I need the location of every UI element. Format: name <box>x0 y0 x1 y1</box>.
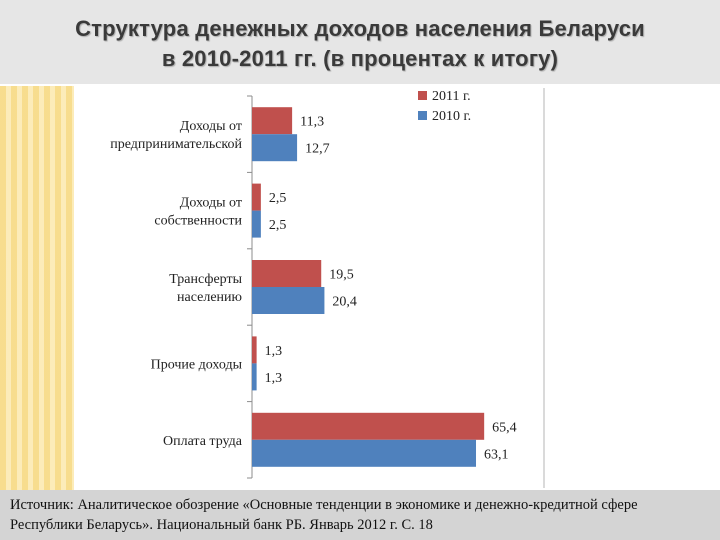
category-label: Трансферты населению <box>169 272 242 305</box>
category-label-line: Оплата труда <box>163 434 243 449</box>
legend-swatch <box>418 111 427 120</box>
data-label: 65,4 <box>492 420 517 435</box>
bar-2011 г. <box>252 183 261 211</box>
bar-2010 г. <box>252 210 261 238</box>
bar-2010 г. <box>252 134 298 162</box>
category-label-line: Трансферты <box>169 272 242 287</box>
bar-2010 г. <box>252 439 477 467</box>
data-label: 2,5 <box>269 218 287 233</box>
source-line-2: Республики Беларусь». Национальный банк … <box>10 517 433 533</box>
category-label: Доходы от собственности <box>154 196 242 229</box>
source-band <box>0 490 720 540</box>
data-label: 63,1 <box>484 447 509 462</box>
bar-2010 г. <box>252 363 257 391</box>
title-band <box>0 0 720 84</box>
title-line-2: в 2010-2011 гг. (в процентах к итогу) <box>161 46 559 71</box>
bar-2011 г. <box>252 260 322 287</box>
source-note: Источник: Аналитическое обозрение «Основ… <box>10 495 710 535</box>
legend-entry: 2011 г. <box>432 89 471 104</box>
title-line-1: Структура денежных доходов населения Бел… <box>75 16 645 41</box>
bar-2010 г. <box>252 287 325 314</box>
category-label: Прочие доходы <box>151 357 243 372</box>
data-label: 12,7 <box>305 142 330 157</box>
legend-entry: 2010 г. <box>432 109 471 124</box>
category-label-line: Прочие доходы <box>151 357 243 372</box>
category-label-line: предпринимательской <box>110 137 242 152</box>
category-label-line: Доходы от <box>180 119 242 134</box>
data-label: 2,5 <box>269 191 287 206</box>
bar-2011 г. <box>252 412 485 440</box>
data-label: 1,3 <box>265 344 283 359</box>
data-label: 11,3 <box>300 115 324 130</box>
category-label: Оплата труда <box>163 434 243 449</box>
data-label: 19,5 <box>329 268 354 283</box>
source-line-1: Источник: Аналитическое обозрение «Основ… <box>10 497 638 513</box>
category-label-line: собственности <box>154 214 242 229</box>
data-label: 20,4 <box>332 295 357 310</box>
decorative-stripes <box>0 86 74 490</box>
data-label: 1,3 <box>265 371 283 386</box>
category-label-line: Доходы от <box>180 196 242 211</box>
chart-area: Доходы от предпринимательской 11,3 12,7 Дохо… <box>76 88 546 488</box>
legend-swatch <box>418 91 427 100</box>
bar-2011 г. <box>252 336 257 364</box>
category-label-line: населению <box>177 290 242 305</box>
category-label: Доходы от предпринимательской <box>110 119 242 152</box>
page-title: Структура денежных доходов населения Бел… <box>20 14 700 74</box>
bar-2011 г. <box>252 107 293 135</box>
bar-chart: Доходы от предпринимательской 11,3 12,7 Дохо… <box>110 88 545 488</box>
